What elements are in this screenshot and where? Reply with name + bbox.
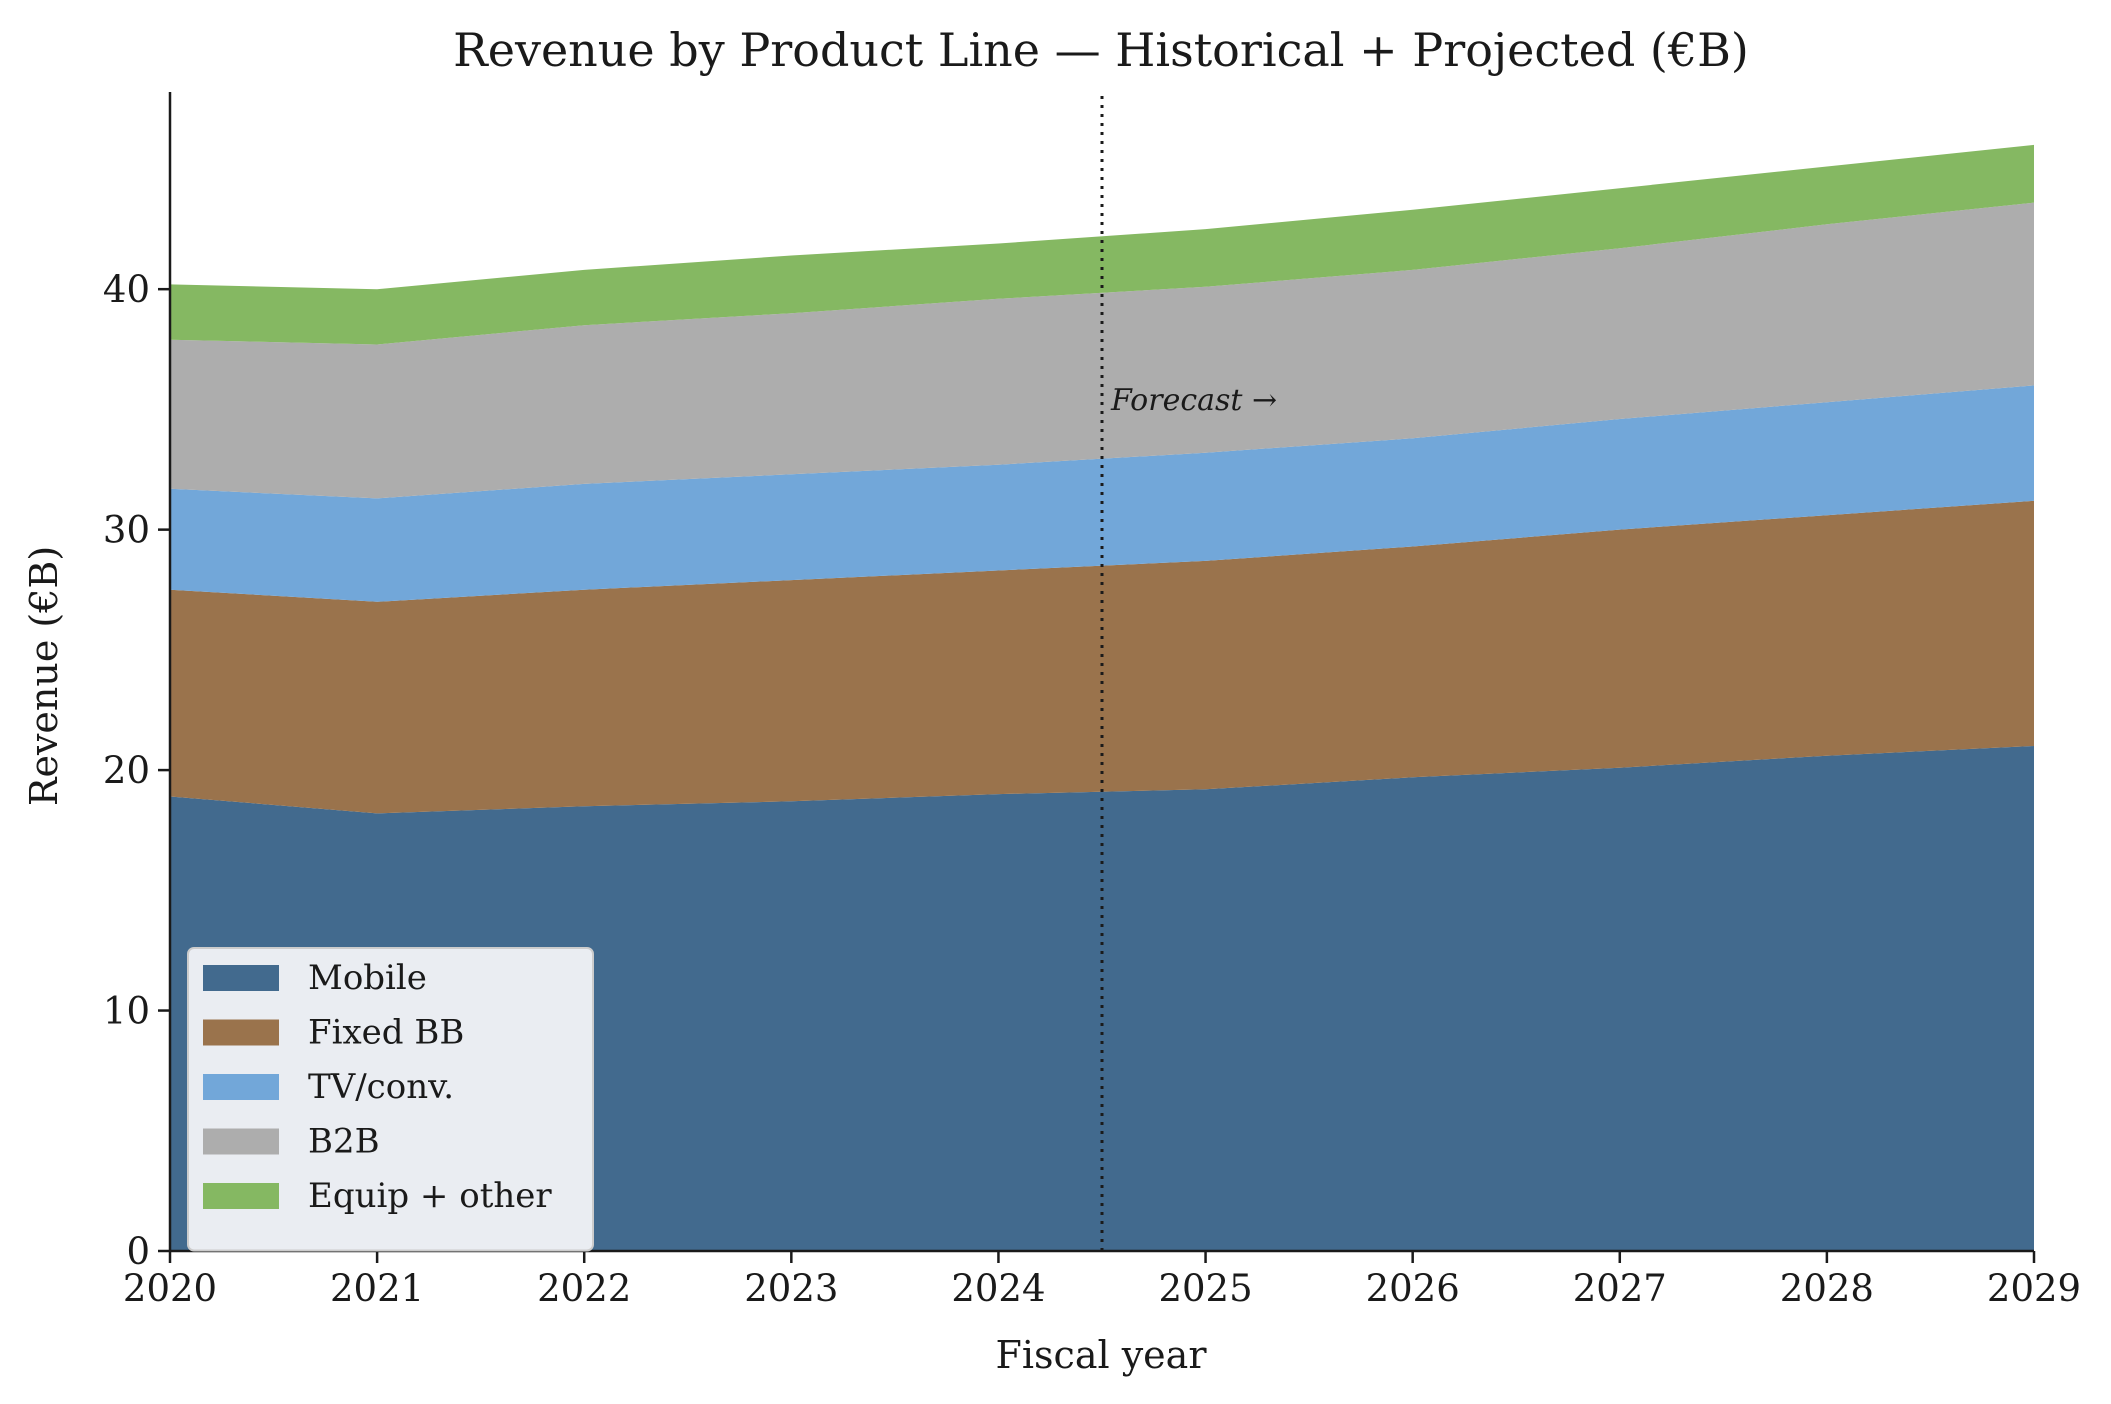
x-tick-label: 2027 <box>1573 1267 1667 1310</box>
x-tick-label: 2023 <box>744 1267 838 1310</box>
x-axis-ticks: 2020 2021 2022 2023 2024 2025 2026 2027 2028 2029 <box>123 1251 2081 1310</box>
x-axis-label: Fiscal year <box>996 1333 1208 1377</box>
legend-label-mobile: Mobile <box>308 958 427 998</box>
legend-swatch-tv-conv <box>203 1074 279 1100</box>
legend-label-tv-conv: TV/conv. <box>308 1067 454 1107</box>
legend-label-b2b: B2B <box>308 1122 380 1162</box>
x-tick-label: 2022 <box>537 1267 631 1310</box>
y-tick-label: 10 <box>103 990 150 1033</box>
y-tick-label: 0 <box>126 1230 150 1273</box>
x-tick-label: 2029 <box>1987 1267 2081 1310</box>
legend-box <box>187 947 594 1252</box>
x-tick-label: 2024 <box>951 1267 1045 1310</box>
forecast-marker: Forecast → <box>1100 96 1277 1251</box>
x-tick-label: 2021 <box>330 1267 424 1310</box>
chart-title: Revenue by Product Line — Historical + P… <box>453 23 1749 77</box>
area-equip-other <box>170 144 2034 345</box>
area-fixed-bb <box>170 500 2034 814</box>
y-axis-label: Revenue (€B) <box>22 546 66 806</box>
legend: Mobile Fixed BB TV/conv. B2B Equip + other <box>187 947 594 1252</box>
forecast-annotation: Forecast → <box>1110 383 1277 418</box>
x-tick-label: 2026 <box>1366 1267 1460 1310</box>
legend-label-fixed-bb: Fixed BB <box>308 1013 464 1053</box>
y-tick-label: 40 <box>103 268 150 311</box>
legend-label-equip-other: Equip + other <box>308 1176 552 1216</box>
x-tick-label: 2020 <box>123 1267 217 1310</box>
y-tick-label: 20 <box>103 749 150 792</box>
legend-swatch-fixed-bb <box>203 1019 279 1046</box>
y-tick-label: 30 <box>103 509 150 552</box>
legend-swatch-mobile <box>203 965 279 991</box>
y-axis-ticks: 0 10 20 30 40 <box>103 268 170 1273</box>
legend-swatch-equip-other <box>203 1183 279 1209</box>
legend-swatch-b2b <box>203 1128 279 1155</box>
x-tick-label: 2028 <box>1780 1267 1874 1310</box>
x-tick-label: 2025 <box>1158 1267 1252 1310</box>
